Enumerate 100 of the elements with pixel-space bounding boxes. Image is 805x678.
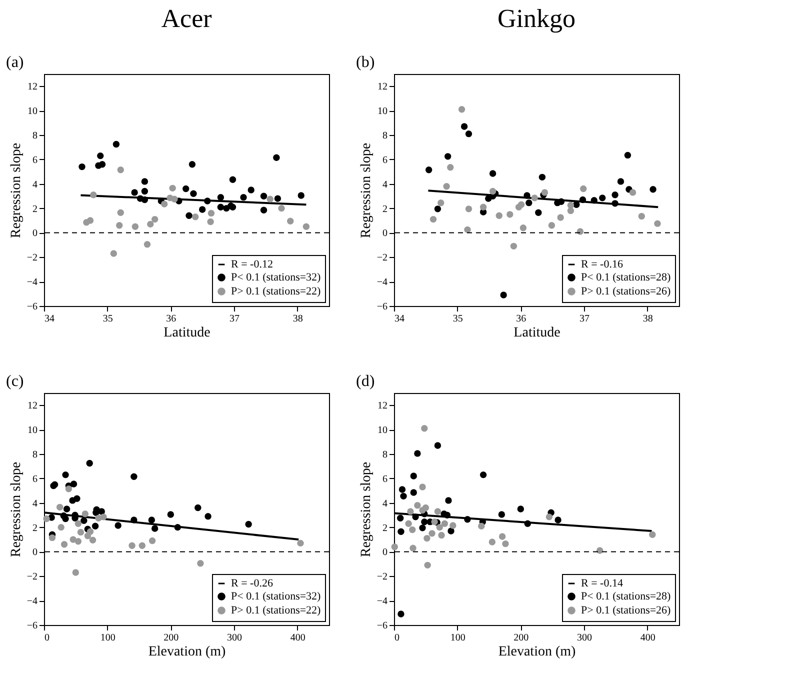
point [77, 528, 84, 536]
point [302, 223, 310, 230]
point [480, 471, 487, 478]
point [500, 292, 507, 298]
point [132, 223, 139, 230]
y-tick-label: 6 [382, 474, 388, 485]
point [86, 217, 94, 224]
point [229, 176, 236, 183]
point [506, 211, 514, 218]
point [431, 518, 438, 526]
point [612, 192, 618, 198]
x-tick-label: 38 [292, 314, 303, 324]
legend-label: P> 0.1 (stations=26) [581, 286, 672, 298]
y-tick-label: −4 [376, 596, 388, 608]
point [638, 212, 645, 220]
point [297, 540, 304, 547]
x-tick-label: 37 [580, 314, 590, 324]
point [86, 460, 93, 467]
point [148, 537, 156, 544]
point [441, 520, 448, 527]
point [141, 188, 148, 195]
point [398, 528, 404, 535]
point [590, 197, 598, 204]
y-tick-label: 8 [382, 450, 388, 461]
point [74, 520, 82, 527]
point [130, 473, 138, 480]
legend-label: R = -0.16 [581, 258, 624, 270]
point [465, 206, 472, 212]
chart-title: Acer [161, 4, 212, 33]
point [567, 207, 574, 214]
point [278, 204, 285, 212]
point [541, 189, 548, 196]
point [421, 518, 428, 526]
point [273, 154, 280, 161]
point [62, 471, 69, 478]
y-tick-label: 4 [382, 498, 388, 510]
point [596, 547, 604, 554]
point [144, 240, 151, 248]
point [396, 514, 404, 522]
point [72, 569, 80, 576]
y-tick-label: 6 [32, 474, 38, 485]
x-tick-label: 300 [577, 632, 592, 644]
point [130, 516, 138, 524]
y-tick-label: 0 [382, 547, 388, 558]
x-axis-title: Elevation (m) [148, 644, 226, 660]
legend-label: P< 0.1 (stations=28) [581, 272, 672, 284]
y-tick-label: 0 [382, 228, 388, 240]
point [260, 206, 268, 214]
y-tick-label: 10 [28, 425, 38, 436]
point [100, 514, 107, 520]
point [266, 196, 274, 203]
point [70, 480, 78, 488]
point [138, 542, 146, 549]
y-tick-label: 2 [32, 204, 38, 215]
x-tick-label: 0 [394, 632, 400, 644]
point [612, 200, 618, 207]
point [407, 508, 414, 515]
point [248, 186, 254, 194]
y-tick-label: 4 [32, 498, 38, 510]
point [502, 540, 509, 548]
point [190, 190, 197, 198]
point [56, 504, 64, 511]
point [398, 610, 404, 618]
point [450, 522, 456, 529]
y-axis-title: Regression slope [358, 142, 374, 238]
point [554, 516, 562, 524]
point [650, 186, 656, 193]
point [171, 196, 178, 203]
point [274, 195, 282, 202]
y-tick-label: −6 [26, 302, 38, 312]
point [192, 214, 199, 220]
point [198, 206, 206, 213]
y-tick-label: 6 [32, 154, 38, 166]
x-tick-label: 200 [164, 632, 179, 644]
point [498, 511, 506, 518]
point [518, 201, 525, 208]
x-tick-label: 100 [450, 632, 466, 644]
point [298, 192, 304, 199]
point [535, 209, 542, 216]
point [148, 516, 156, 524]
point [489, 170, 496, 177]
point [116, 222, 123, 229]
point [207, 218, 214, 226]
point [65, 486, 72, 492]
point [531, 194, 538, 202]
x-axis-title: Latitude [164, 326, 210, 340]
point [48, 534, 56, 542]
point [98, 508, 105, 515]
y-axis-title: Regression slope [8, 142, 24, 238]
y-tick-label: −2 [26, 572, 38, 583]
point [398, 486, 406, 493]
point [478, 522, 485, 530]
point [409, 526, 416, 534]
y-tick-label: 8 [32, 130, 38, 142]
y-axis-title: Regression slope [8, 462, 24, 558]
point [186, 212, 192, 219]
point [524, 192, 530, 199]
point [580, 185, 587, 192]
point [194, 504, 202, 512]
point [480, 204, 487, 210]
